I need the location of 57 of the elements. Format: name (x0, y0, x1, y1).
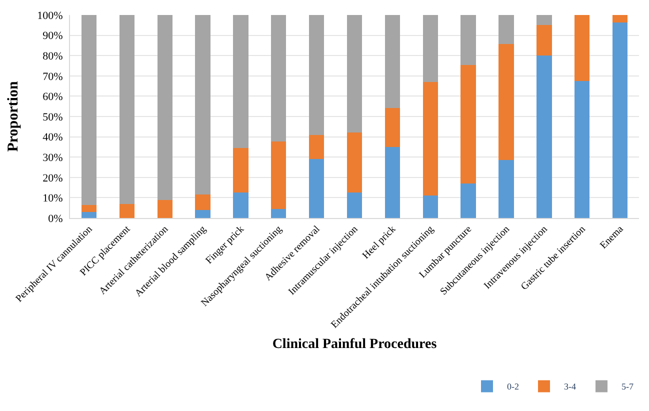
y-tick-label: 100% (37, 10, 63, 22)
y-tick-label: 40% (42, 132, 63, 144)
bar (460, 183, 476, 218)
bar (308, 159, 324, 218)
legend-label: 5-7 (621, 382, 634, 392)
bar (119, 204, 134, 218)
bar (346, 132, 362, 193)
bar (346, 15, 362, 133)
bar (271, 141, 286, 209)
bar (346, 192, 362, 218)
bar (536, 56, 552, 218)
bar (498, 160, 514, 218)
bar (157, 15, 172, 200)
bar (384, 146, 400, 218)
bar (119, 15, 134, 204)
bar (498, 15, 514, 44)
y-tick-label: 60% (42, 91, 63, 104)
bar (422, 82, 438, 196)
y-tick-label: 70% (42, 70, 63, 83)
y-tick-label: 10% (42, 192, 63, 205)
bar (460, 15, 476, 65)
bar (195, 210, 210, 218)
bar (233, 15, 248, 148)
bar (195, 15, 210, 194)
bar (157, 200, 172, 218)
bar (81, 212, 97, 218)
bar (574, 15, 590, 81)
bar (422, 196, 438, 218)
bar (384, 15, 400, 108)
bar (81, 15, 97, 205)
bar (81, 204, 97, 212)
y-tick-label: 30% (42, 152, 63, 164)
bar (308, 15, 324, 136)
bar (233, 192, 248, 218)
bar (612, 22, 628, 218)
bar (498, 44, 514, 160)
bar (612, 15, 628, 23)
y-axis-title: Proportion (5, 80, 22, 152)
bar (308, 135, 324, 160)
bar (271, 208, 286, 218)
bar (460, 64, 476, 184)
bar (195, 194, 210, 210)
bar (271, 15, 286, 142)
y-tick-label: 20% (42, 172, 63, 184)
bar (574, 80, 590, 218)
legend-label: 3-4 (564, 382, 576, 392)
y-tick-label: 0% (48, 212, 63, 225)
bar (384, 108, 400, 147)
bar (536, 25, 552, 56)
bar (536, 15, 552, 26)
bar (233, 148, 248, 193)
bar (422, 15, 438, 82)
y-tick-label: 90% (42, 30, 63, 42)
y-tick-label: 50% (42, 111, 63, 124)
legend-label: 0-2 (507, 382, 519, 392)
x-axis-title: Clinical Painful Procedures (272, 336, 438, 352)
y-tick-label: 80% (42, 50, 63, 62)
